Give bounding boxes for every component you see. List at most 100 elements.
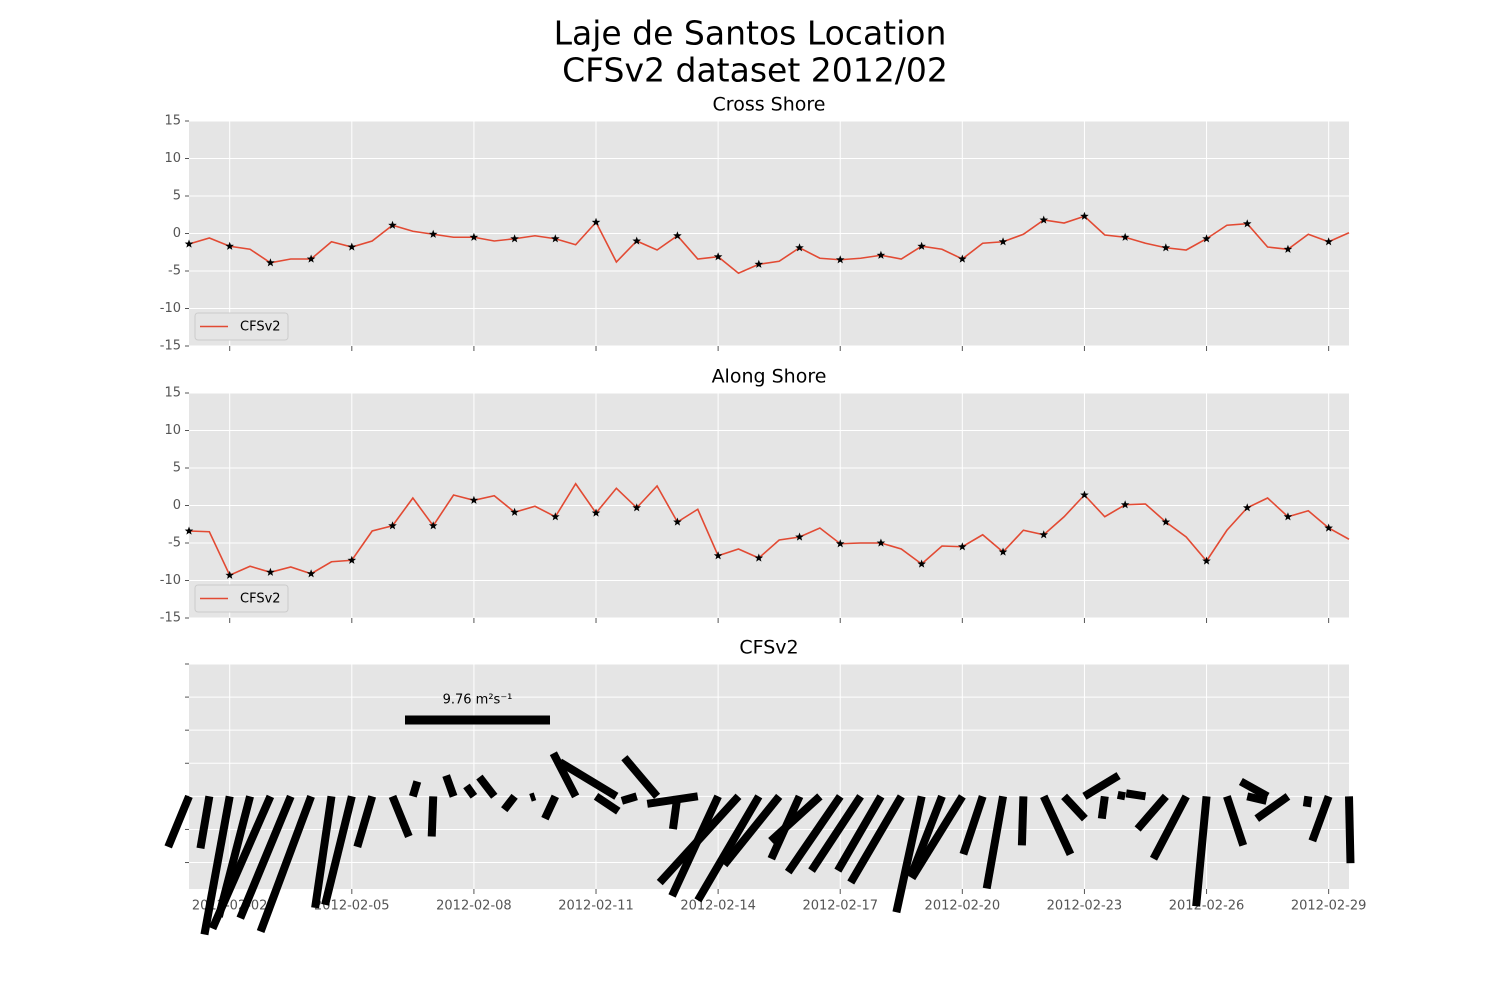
point-marker	[795, 532, 804, 541]
y-tick-label: 10	[164, 423, 181, 438]
legend-label: CFSv2	[240, 592, 281, 607]
point-marker	[673, 517, 682, 526]
point-marker	[551, 512, 560, 521]
point-marker	[551, 234, 560, 243]
x-tick-label: 2012-02-05	[314, 899, 390, 914]
point-marker	[998, 547, 1008, 556]
point-marker	[835, 539, 845, 548]
stick	[1345, 796, 1355, 864]
y-tick-label: 10	[164, 151, 181, 166]
figure-title: Laje de Santos Location	[554, 14, 947, 53]
legend-label: CFSv2	[240, 320, 281, 335]
point-marker	[388, 220, 397, 229]
point-marker	[347, 242, 357, 251]
stick	[427, 796, 438, 837]
point-marker	[1242, 219, 1252, 228]
y-tick-label: -15	[160, 611, 181, 626]
x-tick-label: 2012-02-26	[1169, 899, 1245, 914]
point-marker	[958, 254, 967, 263]
point-marker	[306, 569, 316, 578]
stick	[1017, 796, 1028, 846]
point-marker	[632, 503, 641, 512]
point-marker	[266, 258, 275, 267]
stick	[442, 774, 458, 798]
stick	[1149, 794, 1190, 861]
point-marker	[1202, 234, 1211, 243]
point-marker	[835, 255, 845, 264]
point-marker	[347, 555, 357, 564]
stick	[834, 794, 885, 873]
point-marker	[428, 229, 438, 238]
stick	[388, 794, 413, 838]
stick	[1116, 790, 1126, 801]
point-marker	[673, 231, 682, 240]
point-marker	[917, 241, 926, 250]
y-tick-label: 5	[173, 461, 181, 476]
point-marker	[184, 239, 194, 248]
x-tick-label: 2012-02-14	[680, 899, 756, 914]
stick	[541, 794, 559, 821]
stick	[1192, 795, 1211, 907]
stick	[1302, 795, 1313, 808]
point-marker	[876, 538, 886, 547]
y-tick-label: 15	[164, 386, 181, 401]
point-marker	[795, 243, 804, 252]
stick	[1308, 794, 1333, 843]
figure-subtitle: CFSv2 dataset 2012/02	[562, 51, 948, 90]
point-marker	[1080, 211, 1089, 220]
point-marker	[1039, 530, 1049, 539]
stick	[908, 794, 966, 881]
x-tick-label: 2012-02-23	[1047, 899, 1123, 914]
y-tick-label: -5	[168, 264, 181, 279]
stick	[1125, 789, 1147, 801]
stick	[620, 792, 638, 805]
point-marker	[428, 521, 438, 530]
stick	[1097, 795, 1109, 820]
point-marker	[306, 254, 316, 263]
point-marker	[876, 250, 886, 259]
y-tick-label: -10	[160, 301, 181, 316]
point-marker	[266, 567, 275, 576]
series-line	[188, 215, 1350, 275]
stick	[721, 793, 783, 868]
stick	[847, 794, 905, 885]
point-marker	[998, 237, 1008, 246]
y-tick-label: -5	[168, 536, 181, 551]
stick	[1061, 793, 1088, 822]
stick	[236, 794, 295, 920]
stick	[1040, 794, 1075, 856]
stick	[907, 794, 946, 879]
stick	[959, 795, 987, 856]
stick	[256, 794, 315, 933]
point-marker	[591, 217, 601, 226]
point-marker	[388, 521, 397, 530]
point-marker	[632, 236, 641, 245]
y-tick-label: 0	[173, 498, 181, 513]
point-marker	[754, 553, 764, 562]
stick	[982, 795, 1007, 890]
stick	[353, 795, 376, 848]
stick	[1246, 792, 1268, 805]
stick	[164, 794, 193, 849]
point-marker	[225, 570, 234, 579]
y-tick-label: -10	[160, 573, 181, 588]
point-marker	[958, 542, 967, 551]
stick	[892, 795, 926, 914]
stick	[768, 793, 823, 844]
stick	[311, 795, 336, 909]
stick	[1134, 793, 1169, 832]
stick	[593, 793, 621, 815]
point-marker	[510, 234, 519, 243]
point-marker	[754, 259, 764, 268]
point-marker	[713, 252, 723, 261]
stick	[656, 793, 742, 886]
stick	[1223, 795, 1248, 847]
stick	[646, 792, 699, 808]
x-tick-label: 2012-02-08	[436, 899, 512, 914]
x-tick-label: 2012-02-29	[1291, 899, 1367, 914]
point-marker	[1161, 517, 1171, 526]
stick	[208, 794, 275, 931]
stick	[1238, 777, 1270, 800]
point-marker	[1120, 500, 1130, 509]
stick	[549, 751, 580, 799]
